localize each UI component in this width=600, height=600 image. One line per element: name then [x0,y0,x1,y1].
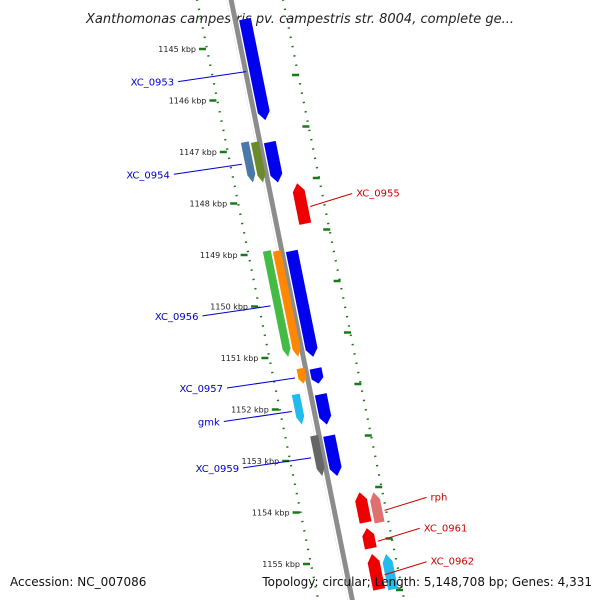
gene-arrow-xc-0962[interactable] [366,553,386,591]
gene-arrow-xc-0955[interactable] [291,182,312,225]
gene-label[interactable]: XC_0956 [155,312,199,323]
tick-label: 1145 kbp [158,45,196,54]
map-title: Xanthomonas campestris pv. campestris st… [85,12,514,27]
gene-arrow-unnamed[interactable] [285,249,319,358]
label-leader-line [310,193,353,207]
gene-arrow-unnamed[interactable] [381,553,399,591]
tick-label: 1154 kbp [252,509,290,518]
gene-arrow-unnamed[interactable] [250,141,267,183]
gene-arrow-xc-0956[interactable] [262,250,292,358]
gene-arrow-xc-0957[interactable] [296,367,308,385]
gene-arrow-unnamed[interactable] [323,434,343,477]
tick-label: 1153 kbp [241,457,279,466]
tick-label: 1147 kbp [179,148,217,157]
genome-summary-text: Topology: circular; Length: 5,148,708 bp… [261,575,592,589]
gene-features [239,17,399,591]
label-leader-line [178,71,247,83]
tick-rails [195,0,406,600]
label-leader-line [243,457,312,469]
gene-arrow-xc-0953[interactable] [239,17,271,121]
gene-label[interactable]: XC_0957 [179,384,223,395]
gene-label[interactable]: gmk [198,418,220,429]
gene-arrow-xc-0954[interactable] [240,141,257,183]
tick-label: 1146 kbp [169,97,207,106]
gene-arrow-unnamed[interactable] [354,491,372,524]
gene-arrow-gmk[interactable] [291,393,306,426]
gene-arrow-xc-0959[interactable] [310,434,326,477]
left-tick-rail [195,0,320,600]
tick-label: 1152 kbp [231,406,269,415]
right-tick-rail [281,0,406,600]
gene-label[interactable]: rph [431,492,448,503]
tick-label: 1151 kbp [221,354,259,363]
gene-label[interactable]: XC_0955 [356,189,400,200]
label-leader-line [377,527,420,542]
label-leader-line [173,163,242,175]
label-leader-line [384,561,427,576]
label-leader-line [384,496,427,511]
gene-arrow-unnamed[interactable] [309,367,325,385]
accession-text: Accession: NC_007086 [10,575,146,589]
gene-label[interactable]: XC_0962 [431,557,475,568]
gene-label[interactable]: XC_0959 [196,464,240,475]
label-leader-line [202,305,271,317]
tick-label: 1149 kbp [200,251,238,260]
gene-label[interactable]: XC_0954 [126,170,170,181]
label-leader-line [223,411,292,422]
tick-label: 1155 kbp [262,560,300,569]
gene-arrow-xc-0961[interactable] [361,527,377,550]
tick-label: 1148 kbp [189,200,227,209]
gene-arrow-unnamed[interactable] [263,140,284,184]
gene-label[interactable]: XC_0961 [424,523,468,534]
gene-arrow-rph[interactable] [369,491,385,524]
tick-label: 1150 kbp [210,303,248,312]
gene-arrow-unnamed[interactable] [314,393,333,426]
tick-marks: 1145 kbp 1146 kbp 1147 kbp 1148 kbp 1149 kbp… [158,45,403,592]
label-leader-line [226,377,296,389]
gene-label[interactable]: XC_0953 [131,78,175,89]
gene-arrow-unnamed[interactable] [272,250,302,358]
